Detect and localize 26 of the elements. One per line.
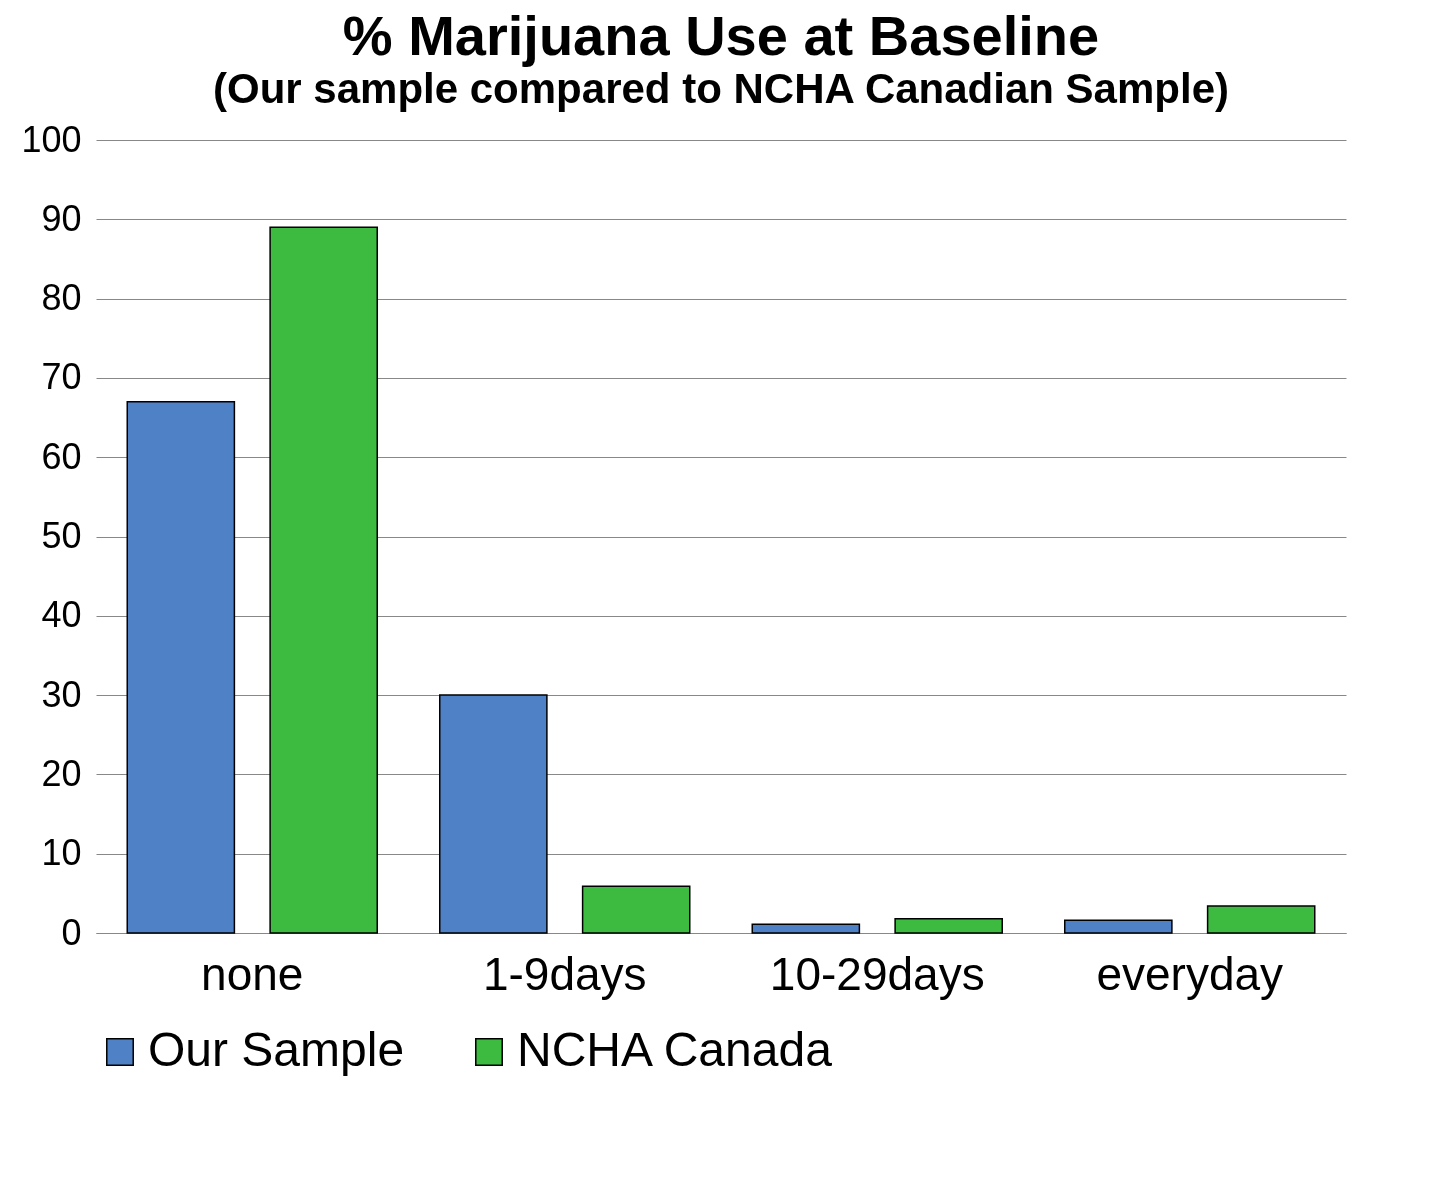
y-tick-label: 20 bbox=[41, 752, 82, 794]
bar bbox=[1064, 919, 1173, 934]
x-tick-label: 10-29days bbox=[769, 947, 985, 1000]
y-tick-label: 80 bbox=[41, 277, 82, 319]
bar bbox=[581, 885, 691, 934]
bar bbox=[751, 923, 861, 934]
bar bbox=[1206, 905, 1316, 934]
y-tick-label: 100 bbox=[21, 118, 82, 160]
y-tick-label: 70 bbox=[41, 356, 82, 398]
y-tick-label: 40 bbox=[41, 594, 82, 636]
legend-label: Our Sample bbox=[148, 1023, 405, 1076]
x-tick-label: everyday bbox=[1096, 947, 1284, 1000]
bar bbox=[126, 400, 236, 934]
bar bbox=[894, 917, 1003, 934]
y-tick-label: 0 bbox=[61, 911, 82, 953]
x-tick-label: 1-9days bbox=[482, 947, 647, 1000]
legend-label: NCHA Canada bbox=[517, 1023, 833, 1076]
y-tick-label: 60 bbox=[41, 435, 82, 477]
y-tick-label: 50 bbox=[41, 515, 82, 556]
y-tick-label: 30 bbox=[41, 673, 82, 715]
chart-title: % Marijuana Use at Baseline bbox=[342, 4, 1100, 67]
y-tick-label: 10 bbox=[41, 832, 82, 874]
y-tick-label: 90 bbox=[41, 197, 82, 239]
x-tick-label: none bbox=[201, 947, 304, 1000]
bar bbox=[439, 694, 548, 934]
bar bbox=[269, 226, 378, 934]
